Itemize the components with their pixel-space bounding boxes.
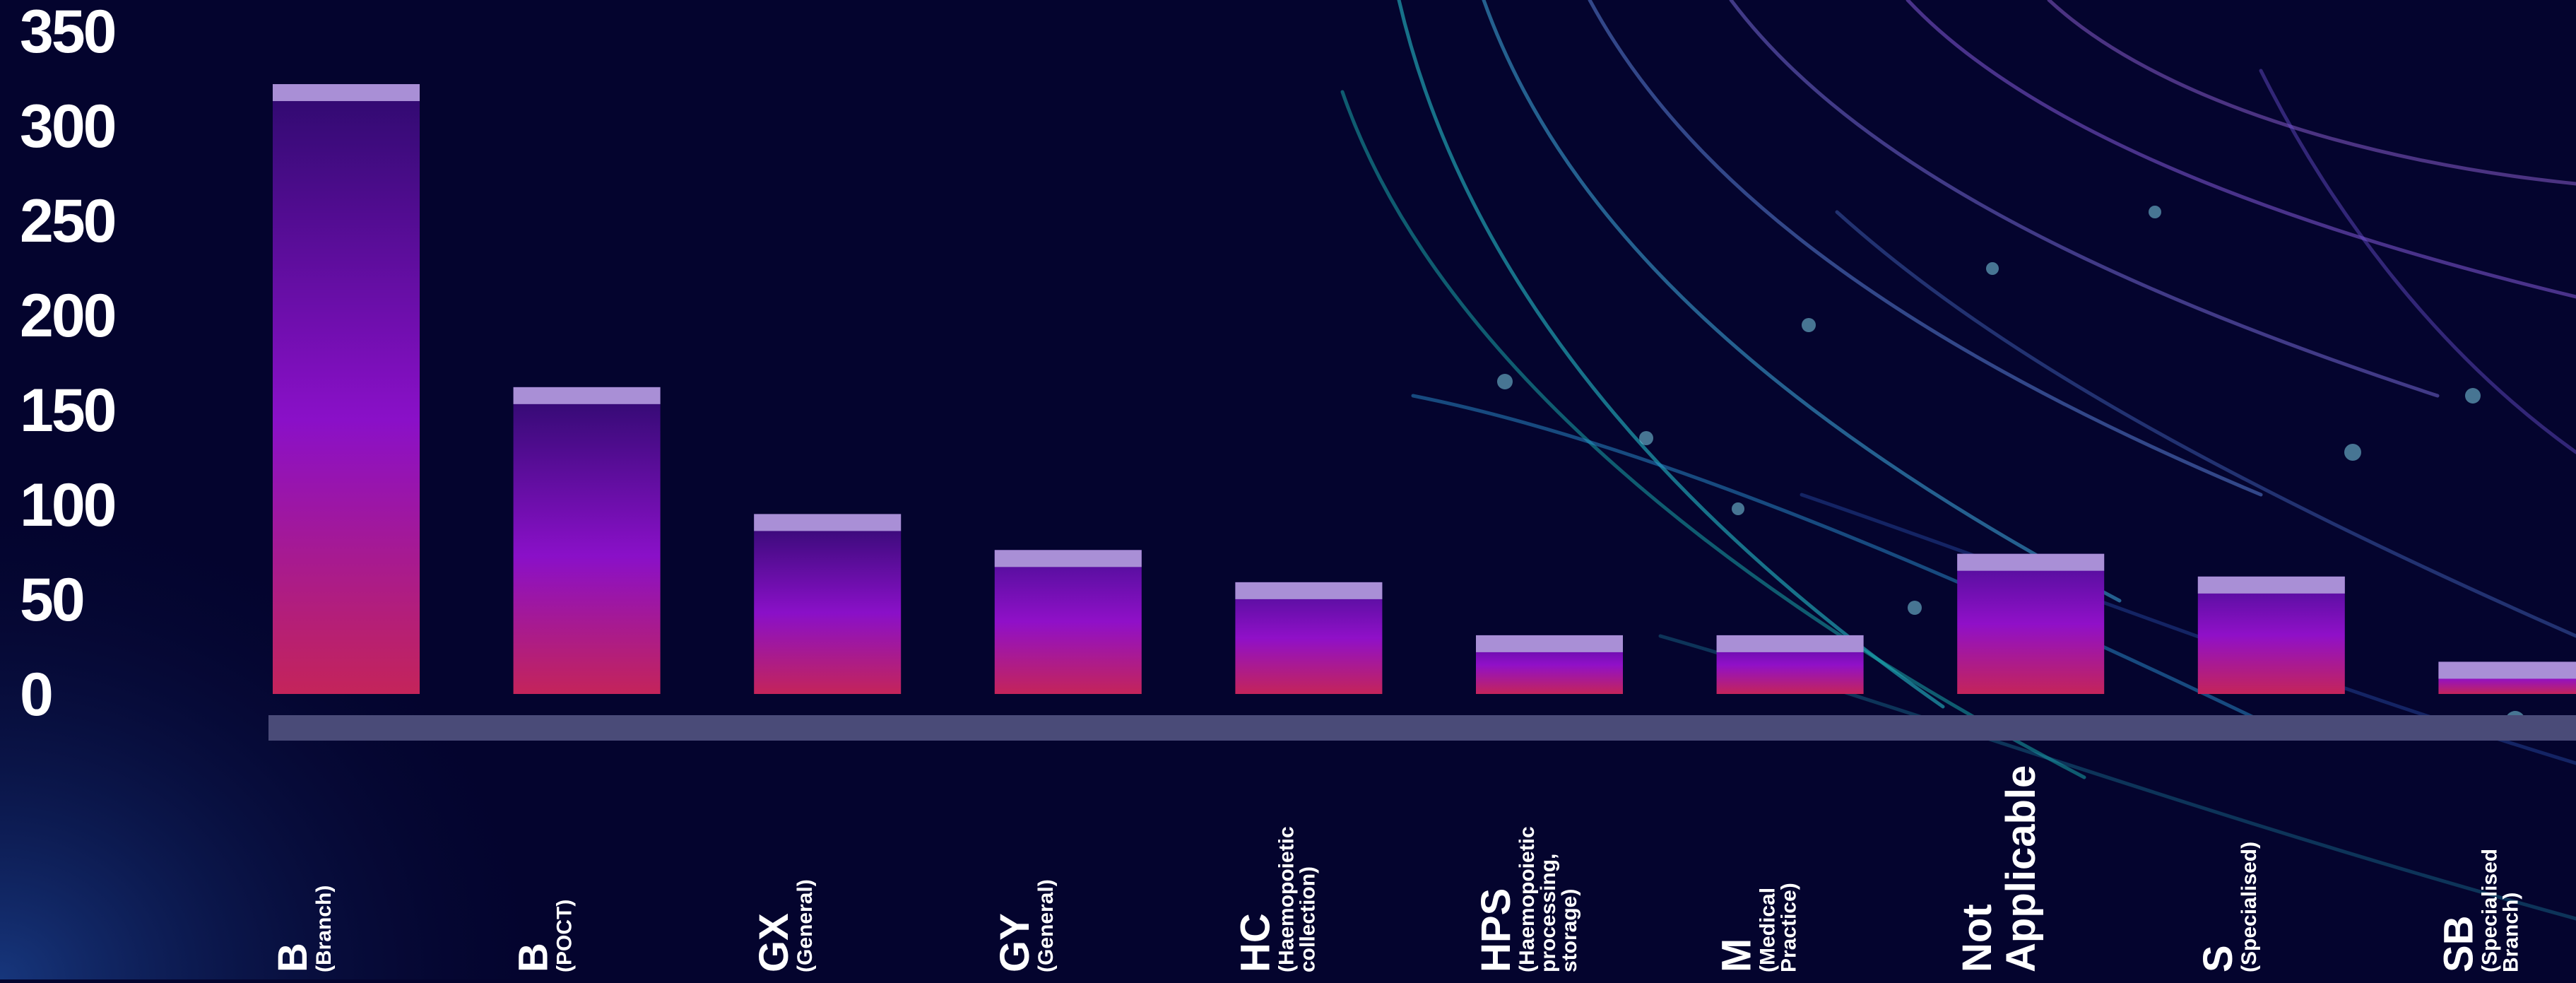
x-tick-code: HPS — [1473, 888, 1519, 972]
x-tick-subtitle: Practice) — [1778, 883, 1801, 972]
x-tick-code: SB — [2435, 915, 2481, 972]
y-tick-label: 0 — [20, 661, 52, 729]
x-tick-code: HC — [1232, 913, 1278, 972]
bar-body — [994, 550, 1142, 694]
bar-body — [754, 514, 902, 694]
x-tick-subtitle: (Haemopoietic — [1275, 826, 1298, 972]
x-tick-subtitle: collection) — [1296, 866, 1319, 972]
y-tick-label: 100 — [20, 471, 115, 539]
y-tick-label: 300 — [20, 93, 115, 160]
bar-body — [1957, 553, 2105, 694]
bar-body — [273, 84, 420, 695]
bar-cap — [273, 84, 420, 102]
bar — [754, 514, 902, 694]
bar-cap — [2197, 576, 2345, 594]
bar-body — [513, 387, 661, 694]
bar — [1716, 635, 1864, 694]
y-tick-label: 200 — [20, 282, 115, 350]
bars-group — [273, 84, 2576, 695]
x-tick-label: GY(General) — [992, 879, 1058, 972]
x-tick-subtitle: Branch) — [2499, 893, 2522, 972]
bar-cap — [513, 387, 661, 404]
y-tick-label: 350 — [20, 0, 115, 66]
x-axis-baseline — [268, 715, 2576, 741]
bar-cap — [1476, 635, 1623, 652]
x-tick-subtitle: (General) — [1034, 879, 1058, 972]
x-tick-code: GY — [992, 913, 1038, 972]
x-tick-subtitle: (Branch) — [312, 885, 336, 972]
bar-cap — [994, 550, 1142, 567]
bar — [273, 84, 420, 695]
x-tick-subtitle: (Specialised) — [2238, 842, 2261, 972]
bar-body — [1235, 582, 1383, 694]
bar-body — [2197, 576, 2345, 694]
x-tick-code: M — [1714, 938, 1760, 972]
x-tick-code: GX — [751, 913, 797, 972]
x-tick-label: B(Branch) — [270, 885, 336, 972]
x-tick-subtitle: (POCT) — [553, 900, 577, 972]
bar — [1235, 582, 1383, 694]
bar — [513, 387, 661, 694]
bar-cap — [1716, 635, 1864, 652]
bar-cap — [754, 514, 902, 531]
x-tick-code: B — [270, 943, 316, 972]
x-tick-subtitle: (Haemopoietic — [1516, 826, 1539, 972]
x-tick-code-line2: Applicable — [1998, 765, 2044, 972]
x-tick-code: B — [511, 943, 557, 972]
x-tick-label: B(POCT) — [511, 900, 577, 972]
x-tick-code: S — [2195, 945, 2241, 972]
x-tick-subtitle: storage) — [1558, 889, 1581, 972]
x-tick-subtitle: (General) — [793, 879, 817, 972]
bar — [1476, 635, 1623, 694]
bar — [2438, 661, 2576, 694]
bar-cap — [2438, 661, 2576, 679]
y-tick-label: 50 — [20, 566, 83, 634]
y-tick-label: 150 — [20, 377, 115, 445]
bar — [1957, 553, 2105, 694]
x-tick-subtitle: (Medical — [1756, 888, 1780, 972]
y-tick-label: 250 — [20, 187, 115, 255]
y-axis: 350 300 250 200 150 100 50 0 — [20, 0, 117, 729]
x-tick-label: GX(General) — [751, 879, 817, 972]
x-axis: B(Branch) B(POCT) GX(General) GY(General) HC… — [270, 765, 2522, 972]
x-tick-subtitle: (Specialised — [2478, 849, 2501, 972]
x-tick-label: S(Specialised) — [2195, 842, 2261, 972]
bar-cap — [1957, 553, 2105, 571]
x-tick-code: Not — [1954, 904, 2000, 972]
bar — [994, 550, 1142, 694]
x-tick-subtitle: processing, — [1537, 854, 1560, 972]
bar-cap — [1235, 582, 1383, 599]
bar — [2197, 576, 2345, 694]
